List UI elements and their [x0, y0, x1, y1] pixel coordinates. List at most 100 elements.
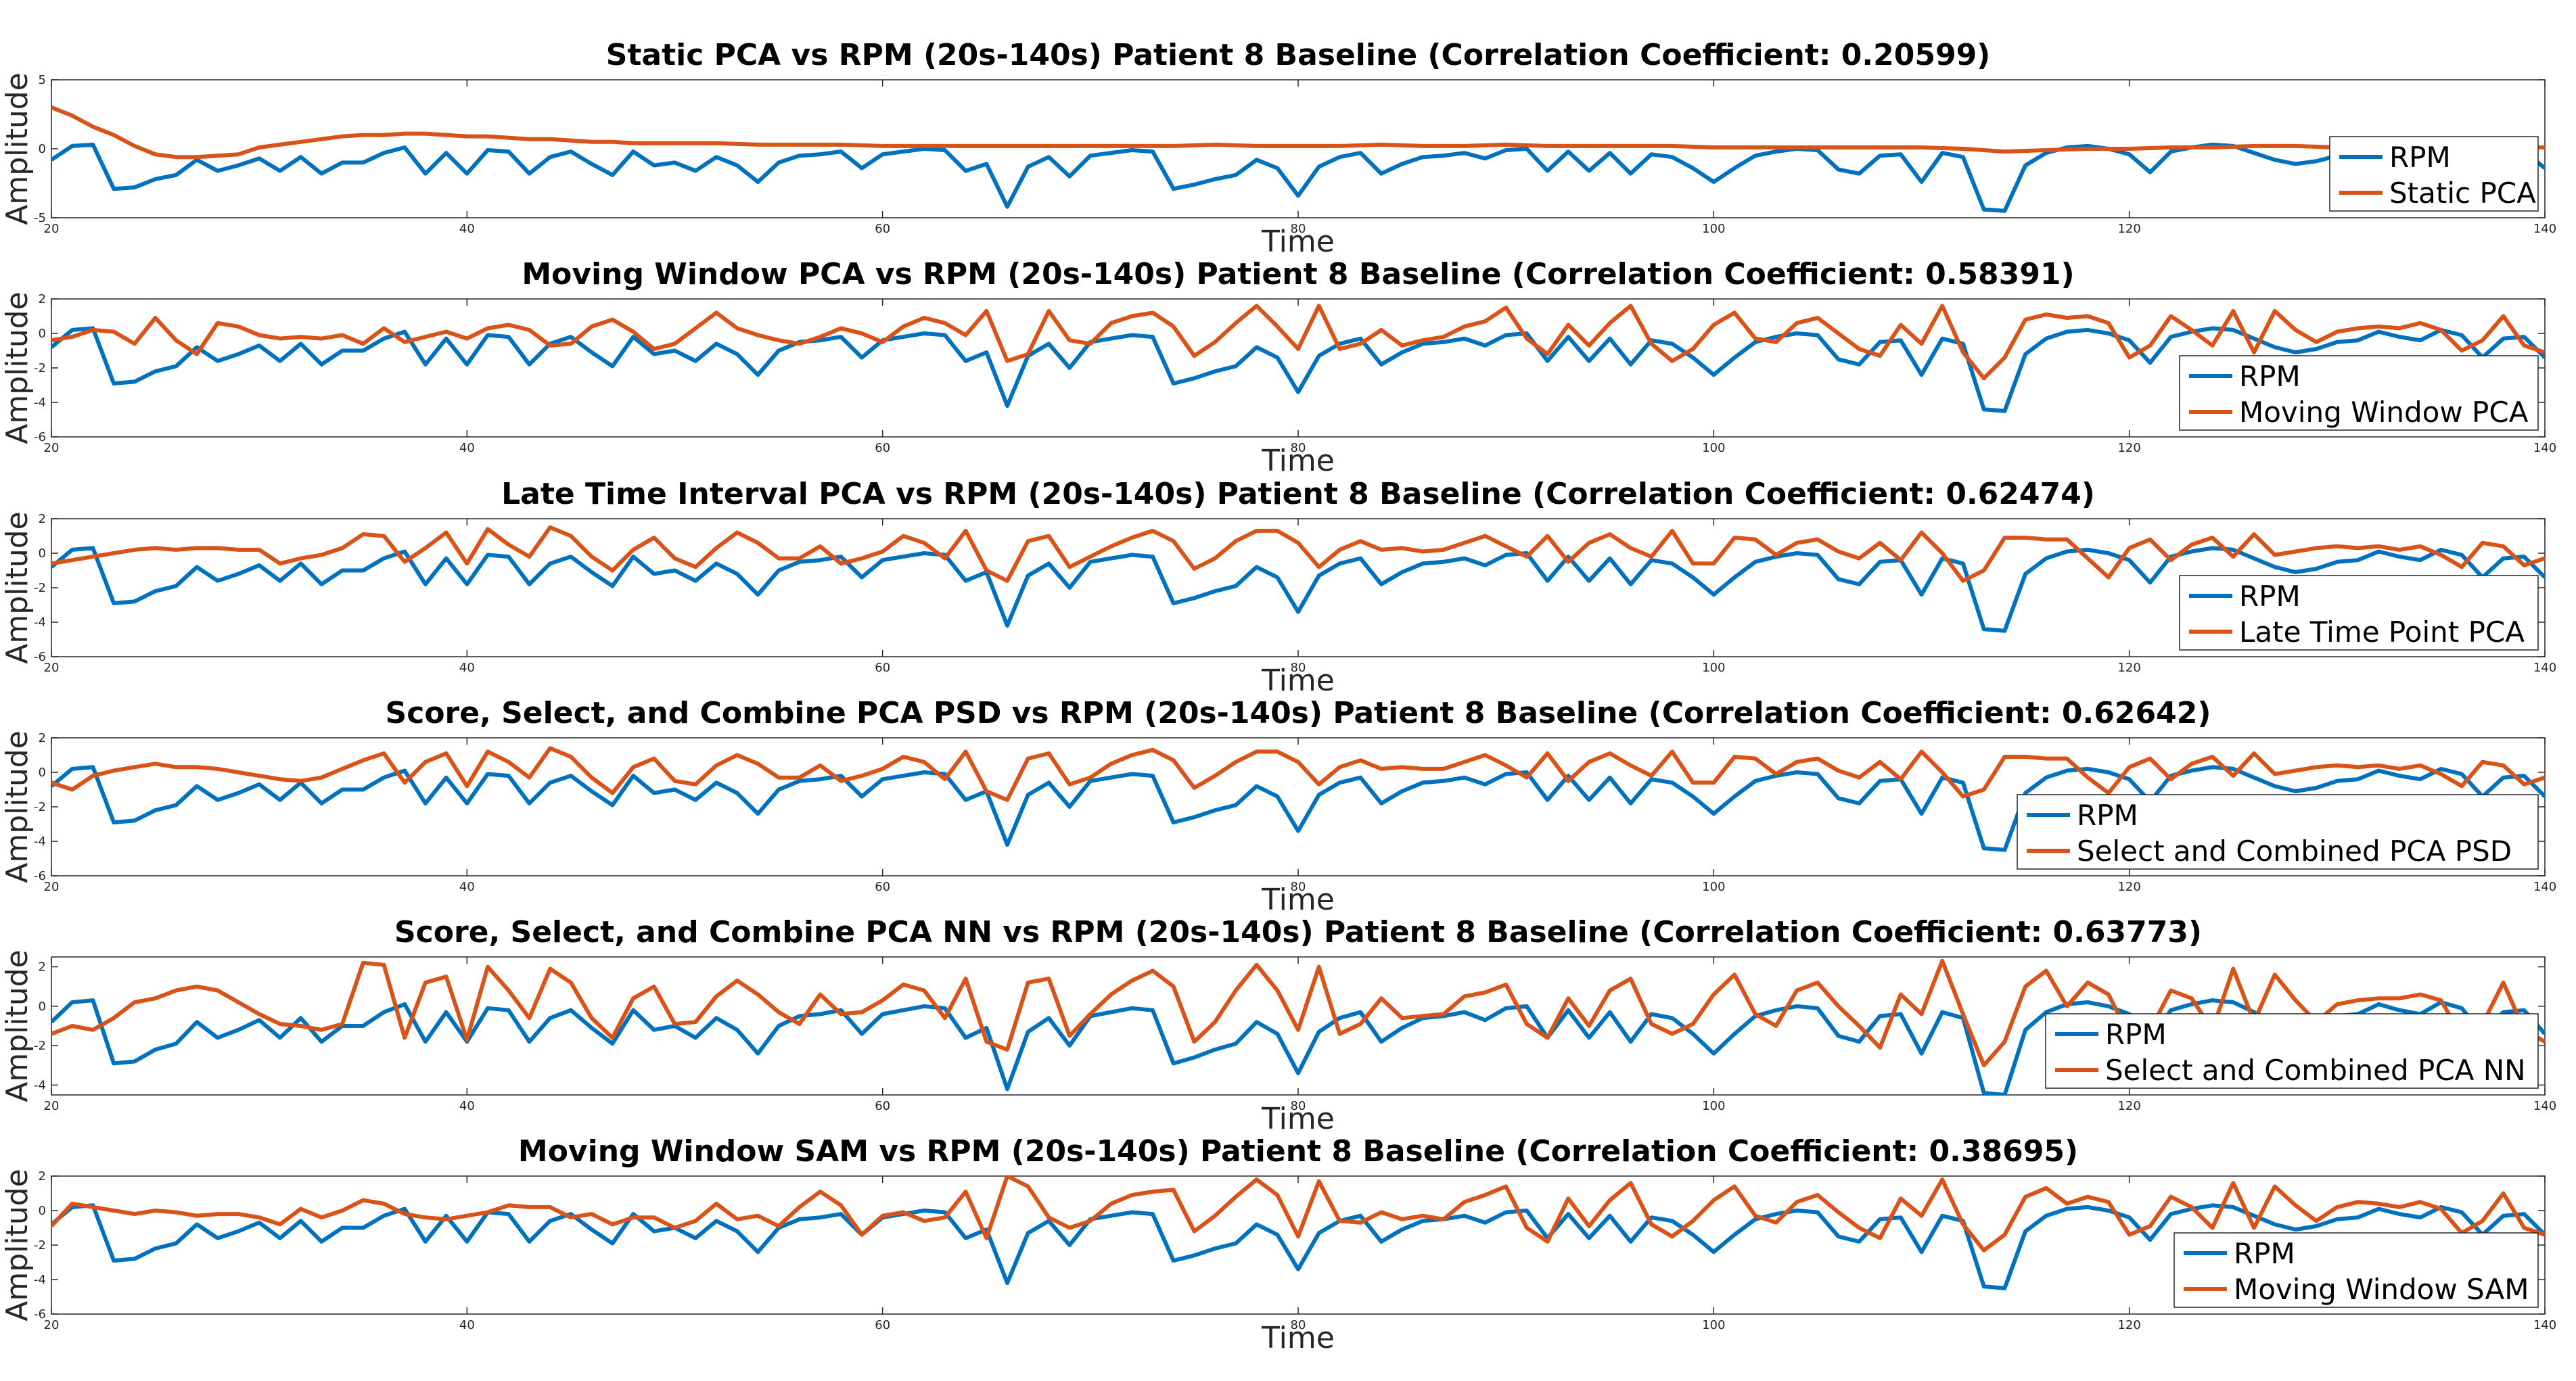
x-axis-label: Time	[1261, 883, 1335, 917]
x-tick-label: 20	[44, 441, 60, 455]
legend-label-pca: Moving Window PCA	[2239, 396, 2529, 429]
legend-box	[2174, 1232, 2539, 1308]
x-tick-label: 100	[1702, 880, 1725, 894]
legend-label-rpm: RPM	[2239, 360, 2301, 393]
legend-label-rpm: RPM	[2105, 1018, 2167, 1051]
x-tick-label: 20	[44, 661, 60, 675]
axes-box	[51, 298, 2546, 438]
y-axis-label: Amplitude	[0, 950, 34, 1102]
chart-title: Moving Window SAM vs RPM (20s-140s) Pati…	[518, 1134, 2078, 1169]
y-tick-label: 2	[39, 731, 46, 745]
y-tick-label: 0	[39, 327, 46, 341]
y-axis-label: Amplitude	[0, 1169, 34, 1321]
x-tick-label: 100	[1702, 661, 1725, 675]
y-tick-label: 0	[39, 1000, 46, 1014]
x-tick-label: 20	[44, 1099, 60, 1113]
y-tick-label: 5	[39, 73, 46, 87]
y-tick-label: -4	[34, 1273, 46, 1287]
legend-box	[2329, 136, 2539, 212]
y-tick-label: 2	[39, 512, 46, 526]
y-tick-label: -6	[34, 869, 46, 883]
legend-box	[2179, 575, 2539, 651]
y-axis-label: Amplitude	[0, 72, 34, 225]
x-tick-label: 80	[1291, 441, 1306, 455]
x-tick-label: 40	[459, 661, 475, 675]
x-axis-label: Time	[1261, 663, 1335, 698]
x-tick-label: 100	[1702, 1099, 1725, 1113]
chart-title: Late Time Interval PCA vs RPM (20s-140s)…	[501, 477, 2095, 511]
x-tick-label: 40	[459, 222, 475, 236]
x-tick-label: 140	[2533, 1099, 2556, 1113]
legend-label-pca: Select and Combined PCA PSD	[2077, 835, 2512, 868]
legend-label-pca: Moving Window SAM	[2234, 1273, 2529, 1306]
legend-label-rpm: RPM	[2077, 799, 2138, 832]
chart-title: Score, Select, and Combine PCA NN vs RPM…	[394, 915, 2202, 950]
y-tick-label: -6	[34, 650, 46, 664]
x-tick-label: 120	[2117, 880, 2140, 894]
x-tick-label: 20	[44, 880, 60, 894]
axes-box	[51, 1175, 2546, 1315]
y-tick-label: 2	[39, 292, 46, 306]
series-line-rpm	[51, 765, 2545, 852]
x-tick-label: 140	[2533, 441, 2556, 455]
x-tick-label: 60	[875, 1099, 890, 1113]
chart-panel-3: 20 40 60 80 100 120 140 -6 -4 -2 0 2 Late Time Inter…	[0, 477, 2556, 698]
series-line-rpm	[51, 142, 2545, 213]
x-tick-label: 80	[1291, 1099, 1306, 1113]
x-tick-label: 140	[2533, 661, 2556, 675]
chart-title: Static PCA vs RPM (20s-140s) Patient 8 B…	[606, 38, 1991, 72]
y-tick-label: 0	[39, 546, 46, 561]
y-tick-label: -2	[34, 800, 46, 814]
y-tick-label: -2	[34, 1039, 46, 1053]
y-tick-label: -4	[34, 1078, 46, 1092]
legend-label-pca: Static PCA	[2389, 177, 2536, 210]
x-tick-label: 140	[2533, 1318, 2556, 1332]
x-tick-label: 120	[2117, 661, 2140, 675]
legend-box	[2179, 355, 2539, 431]
x-axis-label: Time	[1261, 444, 1335, 478]
x-axis-label: Time	[1261, 225, 1335, 259]
y-tick-label: -2	[34, 361, 46, 375]
x-tick-label: 60	[875, 222, 890, 236]
legend-label-rpm: RPM	[2234, 1237, 2295, 1270]
legend-label-rpm: RPM	[2239, 580, 2301, 613]
series-line-pca	[51, 746, 2545, 802]
y-tick-label: -4	[34, 835, 46, 849]
series-line-pca	[51, 106, 2545, 160]
x-tick-label: 140	[2533, 880, 2556, 894]
chart-panel-2: 20 40 60 80 100 120 140 -6 -4 -2 0 2 Moving Window P…	[0, 257, 2556, 478]
y-tick-label: -5	[34, 211, 46, 225]
x-tick-label: 100	[1702, 441, 1725, 455]
x-tick-label: 60	[875, 1318, 890, 1332]
x-tick-label: 60	[875, 661, 890, 675]
x-tick-label: 100	[1702, 222, 1725, 236]
y-tick-label: 0	[39, 766, 46, 780]
legend-label-rpm: RPM	[2389, 141, 2451, 174]
y-tick-label: -6	[34, 1307, 46, 1321]
x-tick-label: 80	[1291, 661, 1306, 675]
x-tick-label: 120	[2117, 1318, 2140, 1332]
legend-box	[2045, 1013, 2539, 1089]
y-axis-label: Amplitude	[0, 291, 34, 444]
x-tick-label: 80	[1291, 1318, 1306, 1332]
legend-label-pca: Late Time Point PCA	[2239, 615, 2525, 649]
axes-box	[51, 518, 2546, 657]
x-tick-label: 40	[459, 441, 475, 455]
y-tick-label: 2	[39, 1169, 46, 1184]
x-tick-label: 80	[1291, 222, 1306, 236]
x-tick-label: 40	[459, 1099, 475, 1113]
y-axis-label: Amplitude	[0, 511, 34, 663]
x-tick-label: 20	[44, 1318, 60, 1332]
chart-panel-6: 20 40 60 80 100 120 140 -6 -4 -2 0 2 Moving Window S…	[0, 1134, 2556, 1355]
legend-box	[2017, 794, 2539, 870]
series-line-rpm	[51, 326, 2545, 413]
x-tick-label: 40	[459, 1318, 475, 1332]
chart-panel-5: 20 40 60 80 100 120 140 -4 -2 0 2 Score, Select, an…	[0, 915, 2556, 1136]
y-tick-label: 2	[39, 960, 46, 975]
